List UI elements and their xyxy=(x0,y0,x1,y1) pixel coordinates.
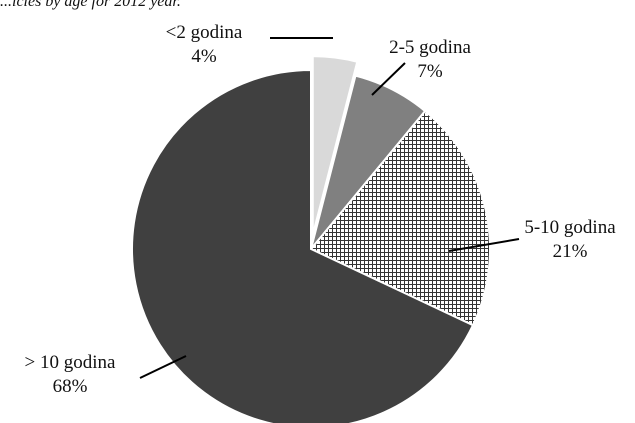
pie-slice-10-godina xyxy=(131,68,475,423)
pie-slice-2-godina xyxy=(311,55,359,236)
leader-line xyxy=(139,355,187,379)
leader-line xyxy=(448,238,520,252)
slice-percent-label: 4% xyxy=(191,46,217,67)
slice-percent-label: 7% xyxy=(417,61,443,82)
pie-slice-5-10-godina xyxy=(309,109,491,327)
slice-percent-label: 68% xyxy=(53,376,88,397)
slice-category-label: 5-10 godina xyxy=(524,217,616,238)
slice-category-label: <2 godina xyxy=(166,22,243,43)
slice-category-label: 2-5 godina xyxy=(389,37,471,58)
slice-percent-label: 21% xyxy=(553,241,588,262)
leader-line xyxy=(371,62,406,96)
figure-caption: ...icles by age for 2012 year. xyxy=(0,0,181,10)
slice-category-label: > 10 godina xyxy=(25,352,116,373)
